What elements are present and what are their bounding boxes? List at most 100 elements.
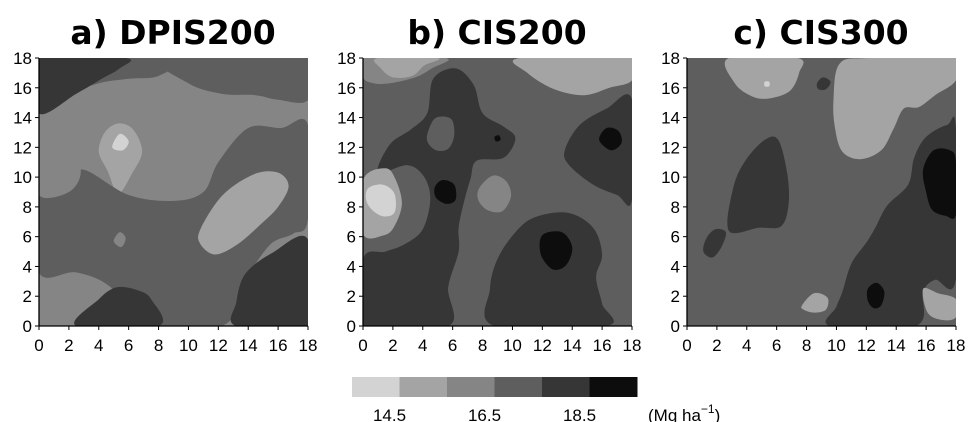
contour-zone — [374, 58, 440, 78]
x-tick-label: 4 — [418, 336, 427, 355]
plot-area — [39, 58, 308, 326]
y-tick-label: 16 — [661, 79, 680, 98]
legend-unit: (Mg ha−1) — [648, 402, 720, 422]
plot-area — [687, 58, 956, 326]
contour-zone — [724, 58, 804, 99]
contour-zone — [39, 58, 131, 115]
x-tick-label: 6 — [448, 336, 457, 355]
x-tick-label: 6 — [772, 336, 781, 355]
y-tick-label: 6 — [347, 228, 356, 247]
y-tick-label: 16 — [337, 79, 356, 98]
legend-label: 18.5 — [563, 406, 596, 422]
x-tick-label: 12 — [533, 336, 552, 355]
x-tick-label: 18 — [947, 336, 966, 355]
x-tick-label: 4 — [742, 336, 751, 355]
x-tick-label: 18 — [623, 336, 642, 355]
y-tick-label: 12 — [13, 138, 32, 157]
color-legend: 14.5 16.5 18.5 (Mg ha−1) — [352, 377, 720, 422]
y-tick-label: 14 — [661, 109, 680, 128]
y-tick-label: 2 — [347, 287, 356, 306]
x-tick-label: 2 — [64, 336, 73, 355]
x-tick-label: 0 — [358, 336, 367, 355]
y-tick-label: 12 — [661, 138, 680, 157]
panel-a-dpis200: a) DPIS200 0 2 4 6 8 10 12 14 16 18 0 2 4 6 8 10 12 14 16 18 — [13, 13, 318, 355]
x-tick-label: 6 — [124, 336, 133, 355]
x-tick-label: 2 — [388, 336, 397, 355]
contour-zone — [922, 148, 956, 219]
x-tick-label: 4 — [94, 336, 103, 355]
x-tick-label: 14 — [239, 336, 258, 355]
x-tick-label: 8 — [478, 336, 487, 355]
contour-zone — [801, 292, 829, 313]
x-tick-label: 14 — [563, 336, 582, 355]
contour-zone — [816, 77, 831, 91]
contour-zone — [434, 180, 457, 204]
x-tick-label: 0 — [34, 336, 43, 355]
x-tick-label: 8 — [802, 336, 811, 355]
contour-zone — [230, 235, 308, 326]
legend-swatch — [447, 377, 495, 397]
contour-zone — [494, 135, 501, 142]
y-tick-label: 6 — [671, 228, 680, 247]
x-tick-label: 8 — [154, 336, 163, 355]
contour-zone — [727, 136, 790, 234]
contour-zone — [477, 175, 512, 213]
x-tick-label: 0 — [682, 336, 691, 355]
contour-zone — [98, 123, 143, 194]
contour-zone — [39, 141, 81, 199]
y-tick-label: 0 — [347, 317, 356, 336]
contour-zone — [922, 287, 956, 321]
x-tick-label: 12 — [857, 336, 876, 355]
contour-zone — [112, 133, 129, 151]
legend-label: 14.5 — [373, 406, 406, 422]
x-tick-label: 2 — [712, 336, 721, 355]
y-tick-label: 2 — [671, 287, 680, 306]
contour-zone — [703, 228, 727, 258]
contour-zone — [764, 81, 770, 87]
x-tick-label: 12 — [209, 336, 228, 355]
contour-zone — [512, 58, 632, 96]
x-tick-label: 16 — [269, 336, 288, 355]
panel-title: b) CIS200 — [407, 13, 586, 52]
x-tick-label: 16 — [593, 336, 612, 355]
contour-zone — [74, 286, 164, 326]
contour-zone — [158, 58, 308, 103]
y-tick-label: 8 — [671, 198, 680, 217]
y-tick-label: 0 — [23, 317, 32, 336]
y-tick-label: 4 — [23, 257, 32, 276]
x-tick-label: 10 — [827, 336, 846, 355]
y-tick-label: 18 — [13, 49, 32, 68]
contour-zone — [365, 184, 396, 217]
y-tick-label: 10 — [13, 168, 32, 187]
y-tick-label: 10 — [661, 168, 680, 187]
y-tick-label: 14 — [13, 109, 32, 128]
legend-label: 16.5 — [468, 406, 501, 422]
y-tick-label: 10 — [337, 168, 356, 187]
y-tick-label: 12 — [337, 138, 356, 157]
contour-zone — [113, 232, 126, 248]
contour-zone — [564, 94, 632, 206]
contour-zone — [426, 116, 455, 152]
legend-swatch — [589, 377, 638, 397]
legend-swatch — [542, 377, 590, 397]
x-tick-label: 14 — [887, 336, 906, 355]
x-tick-label: 10 — [503, 336, 522, 355]
y-tick-label: 4 — [347, 257, 356, 276]
y-tick-label: 6 — [23, 228, 32, 247]
y-tick-label: 18 — [337, 49, 356, 68]
y-tick-label: 8 — [347, 198, 356, 217]
y-tick-label: 4 — [671, 257, 680, 276]
contour-zone — [484, 212, 614, 326]
x-tick-label: 18 — [299, 336, 318, 355]
y-tick-label: 14 — [337, 109, 356, 128]
contour-zone — [599, 127, 622, 151]
panel-c-cis300: c) CIS300 0 2 4 6 8 10 12 14 16 18 0 2 4 6 8 10 12 14 16 18 — [661, 13, 965, 355]
contour-zone — [539, 231, 573, 270]
panel-title: a) DPIS200 — [70, 13, 275, 52]
x-tick-label: 16 — [917, 336, 936, 355]
contour-zone — [833, 58, 956, 160]
y-tick-label: 2 — [23, 287, 32, 306]
y-tick-label: 8 — [23, 198, 32, 217]
contour-zone — [866, 282, 885, 309]
